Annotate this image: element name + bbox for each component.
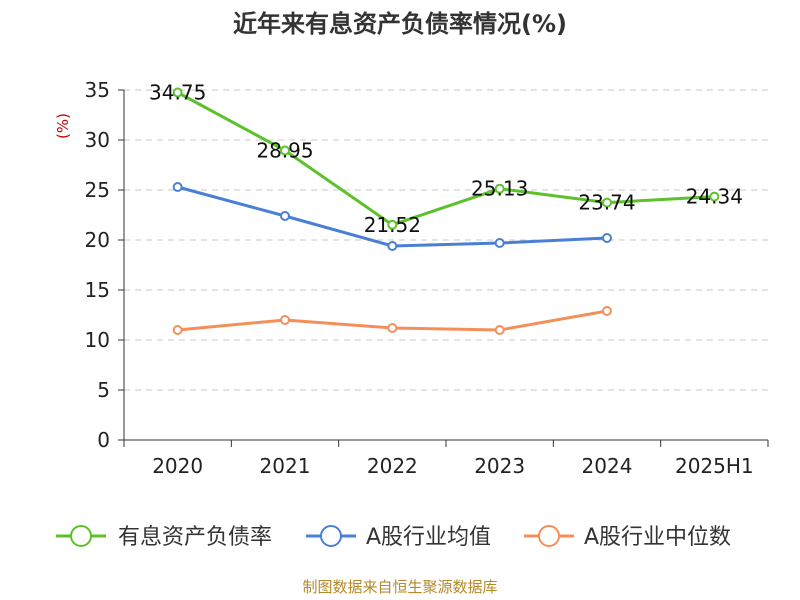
data-labels: 34.75 28.95 21.52 25.13 23.74 24.34 bbox=[149, 81, 743, 237]
data-point bbox=[387, 323, 398, 333]
x-tick-label: 2025H1 bbox=[675, 454, 754, 478]
x-tick-label: 2022 bbox=[367, 454, 418, 478]
axes: 0 5 10 15 20 25 30 35 2020 2021 2022 2023 2024 2025H1 bbox=[85, 78, 769, 478]
y-tick-label: 25 bbox=[85, 178, 110, 202]
series-lines bbox=[172, 87, 720, 335]
chart-title: 近年来有息资产负债率情况(%) bbox=[233, 10, 567, 38]
series-0 bbox=[172, 87, 720, 230]
y-tick-label: 15 bbox=[85, 278, 110, 302]
y-tick-label: 0 bbox=[97, 428, 110, 452]
data-point bbox=[494, 183, 505, 194]
data-point bbox=[172, 325, 183, 335]
legend-item: A股行业中位数 bbox=[524, 525, 731, 550]
data-point bbox=[709, 191, 720, 202]
data-point bbox=[172, 87, 183, 98]
legend-label: 有息资产负债率 bbox=[118, 525, 272, 550]
data-label: 21.52 bbox=[364, 213, 421, 237]
y-tick-label: 10 bbox=[85, 328, 110, 352]
legend-label: A股行业均值 bbox=[366, 525, 491, 550]
data-label: 23.74 bbox=[578, 191, 635, 215]
legend-item: A股行业均值 bbox=[306, 525, 491, 550]
data-point bbox=[280, 145, 290, 156]
source-note: 制图数据来自恒生聚源数据库 bbox=[302, 578, 497, 596]
data-point bbox=[602, 233, 612, 243]
legend-label: A股行业中位数 bbox=[584, 525, 731, 550]
x-tick-label: 2021 bbox=[260, 454, 311, 478]
y-tick-label: 20 bbox=[85, 228, 110, 252]
y-tick-label: 5 bbox=[97, 378, 110, 402]
data-point bbox=[494, 238, 505, 248]
data-point bbox=[602, 197, 612, 208]
y-tick-label: 35 bbox=[85, 78, 110, 102]
series-1 bbox=[172, 182, 612, 251]
data-point bbox=[494, 325, 505, 335]
data-point bbox=[387, 241, 398, 251]
legend-swatch-marker bbox=[538, 525, 560, 547]
data-label: 24.34 bbox=[686, 185, 743, 209]
y-axis-label: (%) bbox=[54, 113, 72, 139]
data-label: 25.13 bbox=[471, 177, 528, 201]
series-2 bbox=[172, 306, 612, 335]
x-tick-label: 2020 bbox=[152, 454, 203, 478]
legend-swatch-marker bbox=[70, 525, 92, 547]
series-line bbox=[176, 91, 715, 227]
x-tick-label: 2023 bbox=[474, 454, 525, 478]
data-point bbox=[602, 306, 612, 316]
legend: 有息资产负债率 A股行业均值 A股行业中位数 bbox=[56, 525, 731, 550]
data-point bbox=[280, 315, 290, 325]
data-label: 34.75 bbox=[149, 81, 206, 105]
legend-item: 有息资产负债率 bbox=[56, 525, 272, 550]
y-tick-label: 30 bbox=[85, 128, 110, 152]
data-point bbox=[280, 211, 290, 221]
data-point bbox=[387, 219, 398, 230]
x-tick-label: 2024 bbox=[582, 454, 633, 478]
legend-swatch-marker bbox=[320, 525, 342, 547]
grid-lines bbox=[124, 89, 768, 391]
data-point bbox=[172, 182, 183, 192]
data-label: 28.95 bbox=[256, 139, 313, 163]
